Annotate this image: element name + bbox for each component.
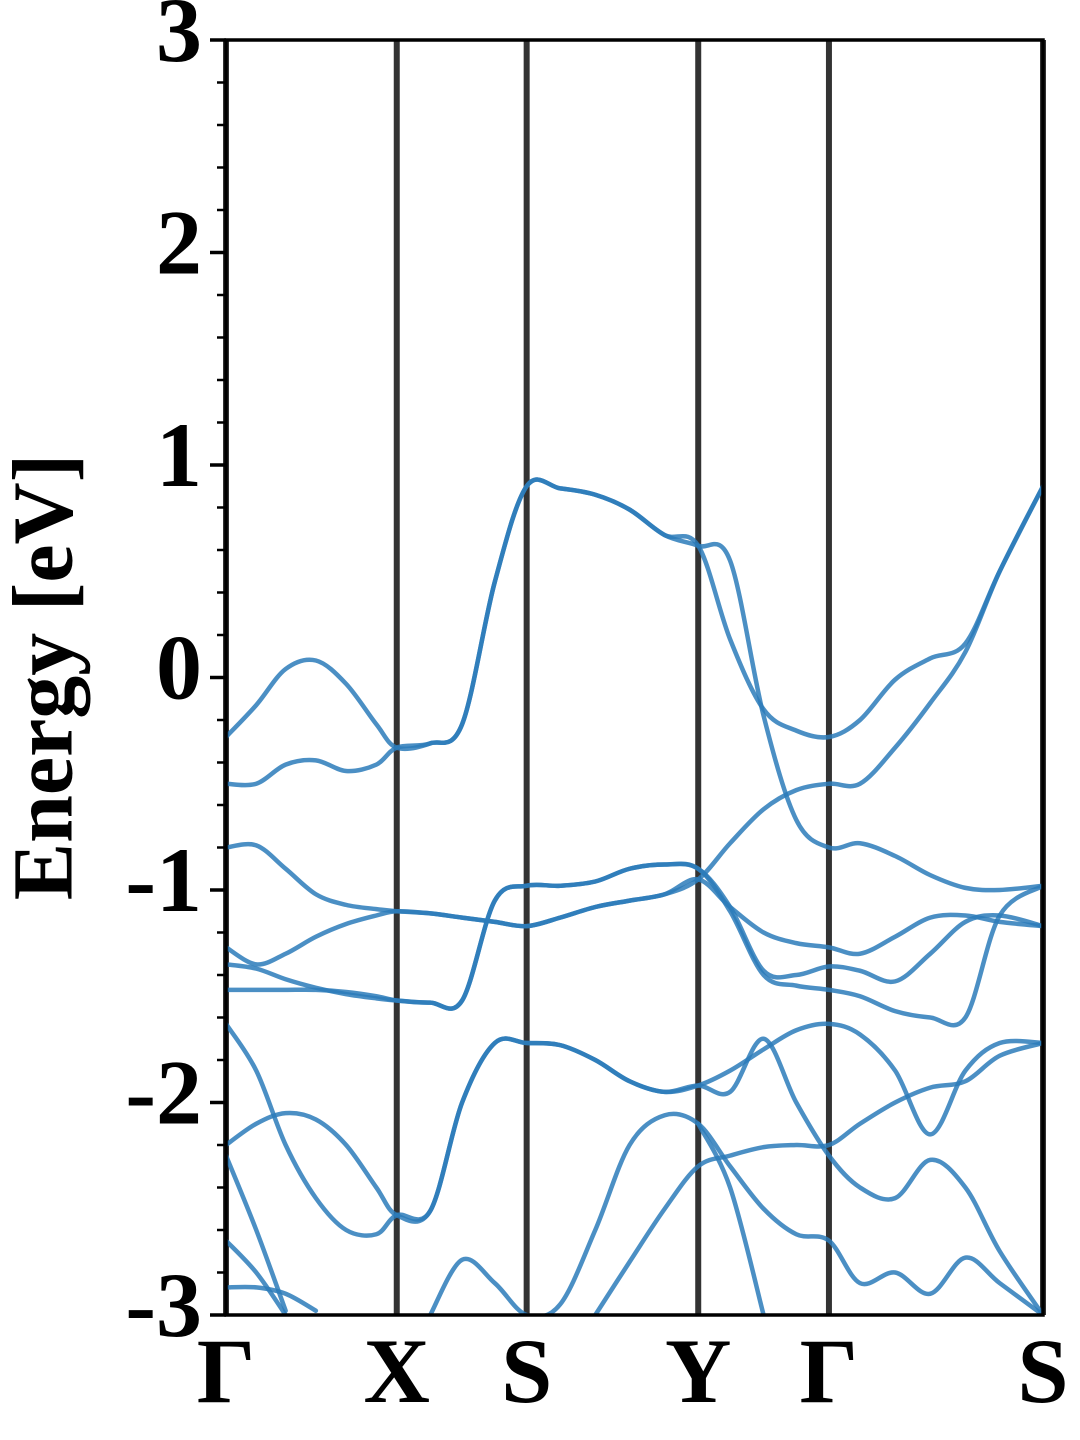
band-line: [226, 477, 1043, 893]
y-tick-label: -3: [125, 1254, 202, 1356]
x-tick-label: X: [364, 1320, 430, 1422]
band-layer: [226, 477, 1043, 1315]
band-line: [226, 1040, 1043, 1315]
y-axis-label: Energy [eV]: [0, 454, 91, 901]
band-line: [226, 1121, 766, 1315]
y-tick-label: 0: [156, 617, 202, 719]
x-tick-label: Y: [665, 1320, 731, 1422]
band-line: [226, 1021, 1043, 1238]
band-line: [226, 1111, 1043, 1315]
band-line: [226, 477, 1043, 752]
band-line: [226, 861, 1043, 1028]
x-tick-label: Γ: [197, 1320, 256, 1422]
band-line: [226, 1036, 1043, 1315]
band-line: [226, 877, 1043, 967]
y-tick-label: 1: [156, 404, 202, 506]
y-tick-label: -1: [125, 829, 202, 931]
band-line: [226, 861, 1043, 1011]
y-tick-label: 3: [156, 0, 202, 81]
band-line: [226, 484, 1043, 929]
x-tick-label: Γ: [800, 1320, 859, 1422]
x-tick-label: S: [501, 1320, 552, 1422]
y-tick-label: -2: [125, 1042, 202, 1144]
y-tick-label: 2: [156, 192, 202, 294]
x-tick-label: S: [1017, 1320, 1068, 1422]
